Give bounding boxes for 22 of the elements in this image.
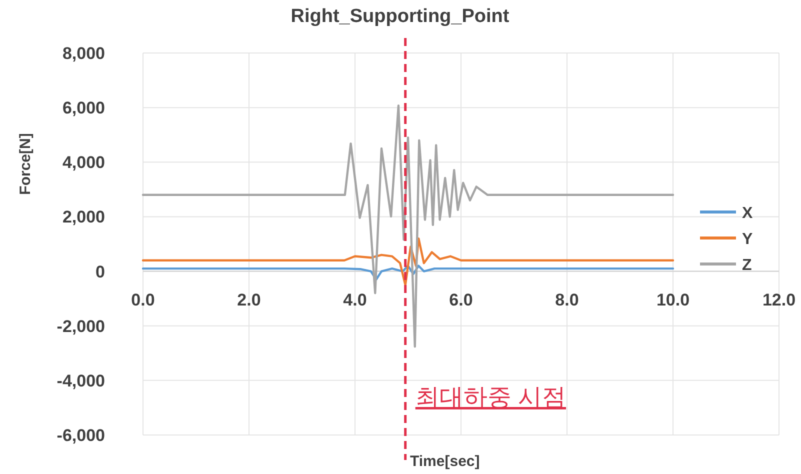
legend-label: Z	[742, 257, 752, 274]
x-tick-label: 12.0	[762, 290, 796, 310]
chart-title: Right_Supporting_Point	[290, 6, 510, 27]
x-tick-label: 2.0	[237, 290, 261, 310]
y-tick-label: 8,000	[62, 44, 105, 63]
y-tick-label: 0	[96, 262, 105, 282]
y-tick-label: -6,000	[56, 426, 105, 445]
ref-line-label: 최대하중 시점	[415, 384, 566, 411]
y-tick-label: 2,000	[62, 208, 105, 227]
y-tick-label: -2,000	[56, 316, 105, 336]
x-tick-label: 0.0	[131, 290, 155, 310]
y-axis-title: Force[N]	[17, 133, 34, 195]
x-axis-title: Time[sec]	[410, 453, 480, 470]
legend-label: Y	[742, 231, 753, 248]
y-tick-label: -4,000	[56, 371, 105, 390]
x-tick-label: 4.0	[343, 290, 367, 310]
x-tick-label: 10.0	[656, 290, 690, 310]
legend-label: X	[742, 205, 753, 222]
y-tick-label: 6,000	[62, 98, 105, 118]
x-tick-label: 8.0	[555, 290, 579, 310]
x-tick-label: 6.0	[449, 290, 473, 310]
y-tick-label: 4,000	[62, 153, 105, 172]
